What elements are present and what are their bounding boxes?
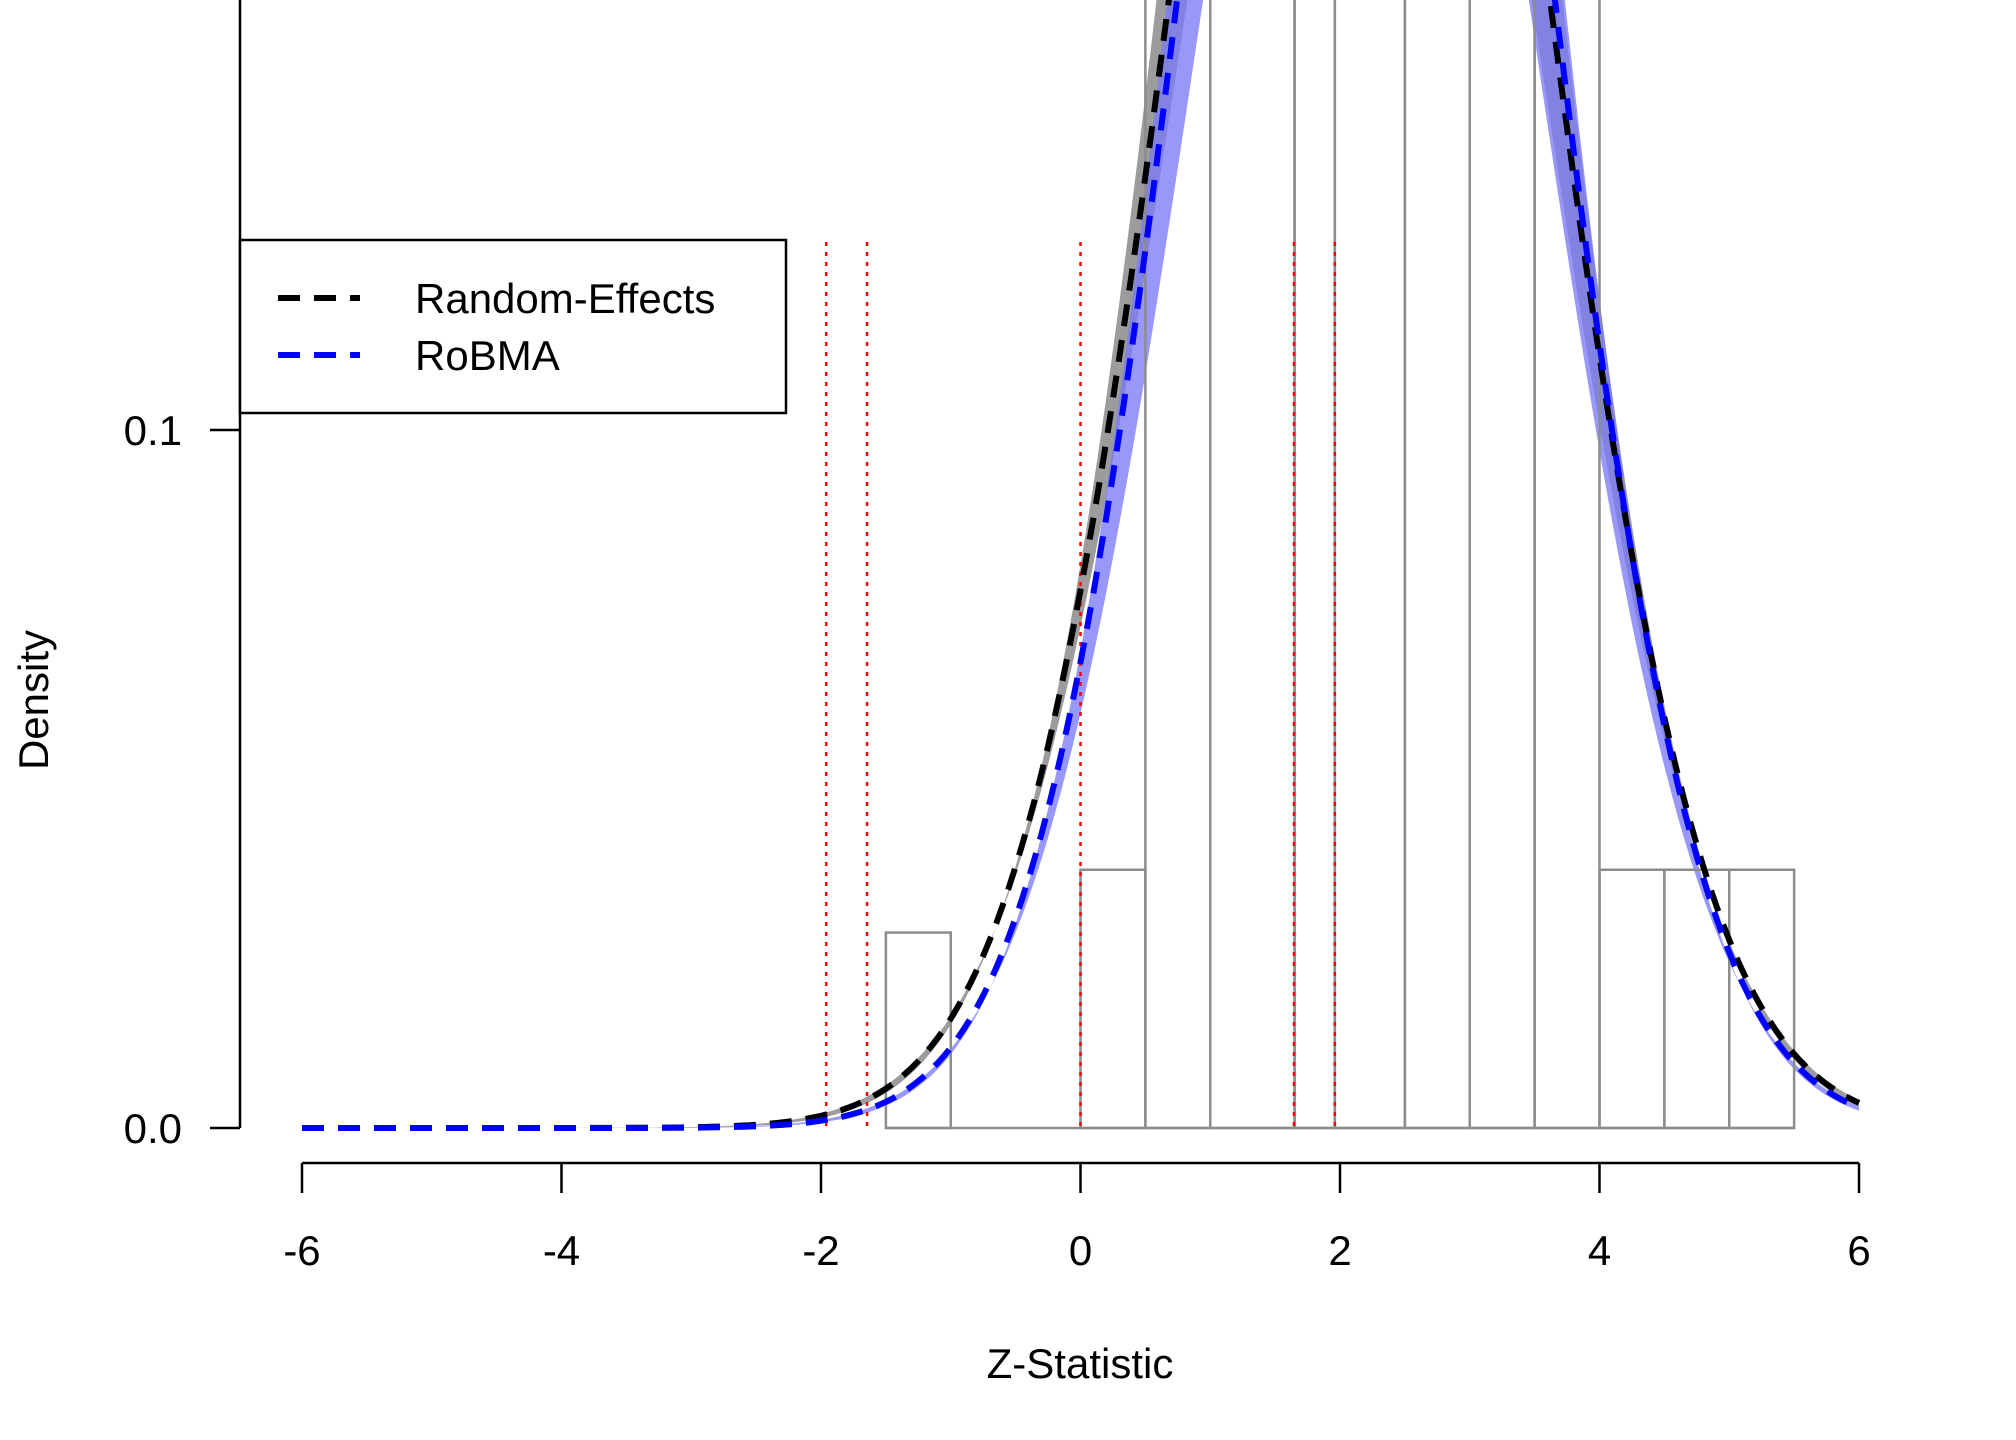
x-tick-label: -2 <box>802 1227 839 1274</box>
x-axis-label: Z-Statistic <box>987 1340 1174 1387</box>
x-tick-label: 6 <box>1847 1227 1870 1274</box>
x-tick-label: 4 <box>1588 1227 1611 1274</box>
histogram-bars <box>884 0 1796 1130</box>
curve-robma <box>302 0 1861 1131</box>
x-tick-label: 2 <box>1328 1227 1351 1274</box>
x-tick-label: 0 <box>1069 1227 1092 1274</box>
legend: Random-Effects RoBMA <box>238 238 788 415</box>
legend-label: RoBMA <box>415 332 560 379</box>
x-tick-label: -6 <box>283 1227 320 1274</box>
y-tick-label: 0.0 <box>124 1105 182 1152</box>
y-tick-label: 0.1 <box>124 407 182 454</box>
y-axis: 0.00.10.20.3 <box>124 0 242 1152</box>
x-axis: -6 -4 -2 0 2 4 6 <box>283 1161 1871 1274</box>
legend-box <box>238 238 788 415</box>
y-axis-label: Density <box>10 630 57 770</box>
x-tick-label: -4 <box>543 1227 580 1274</box>
legend-label: Random-Effects <box>415 275 715 322</box>
reference-lines <box>824 242 1337 1128</box>
density-curves <box>302 0 1861 1131</box>
